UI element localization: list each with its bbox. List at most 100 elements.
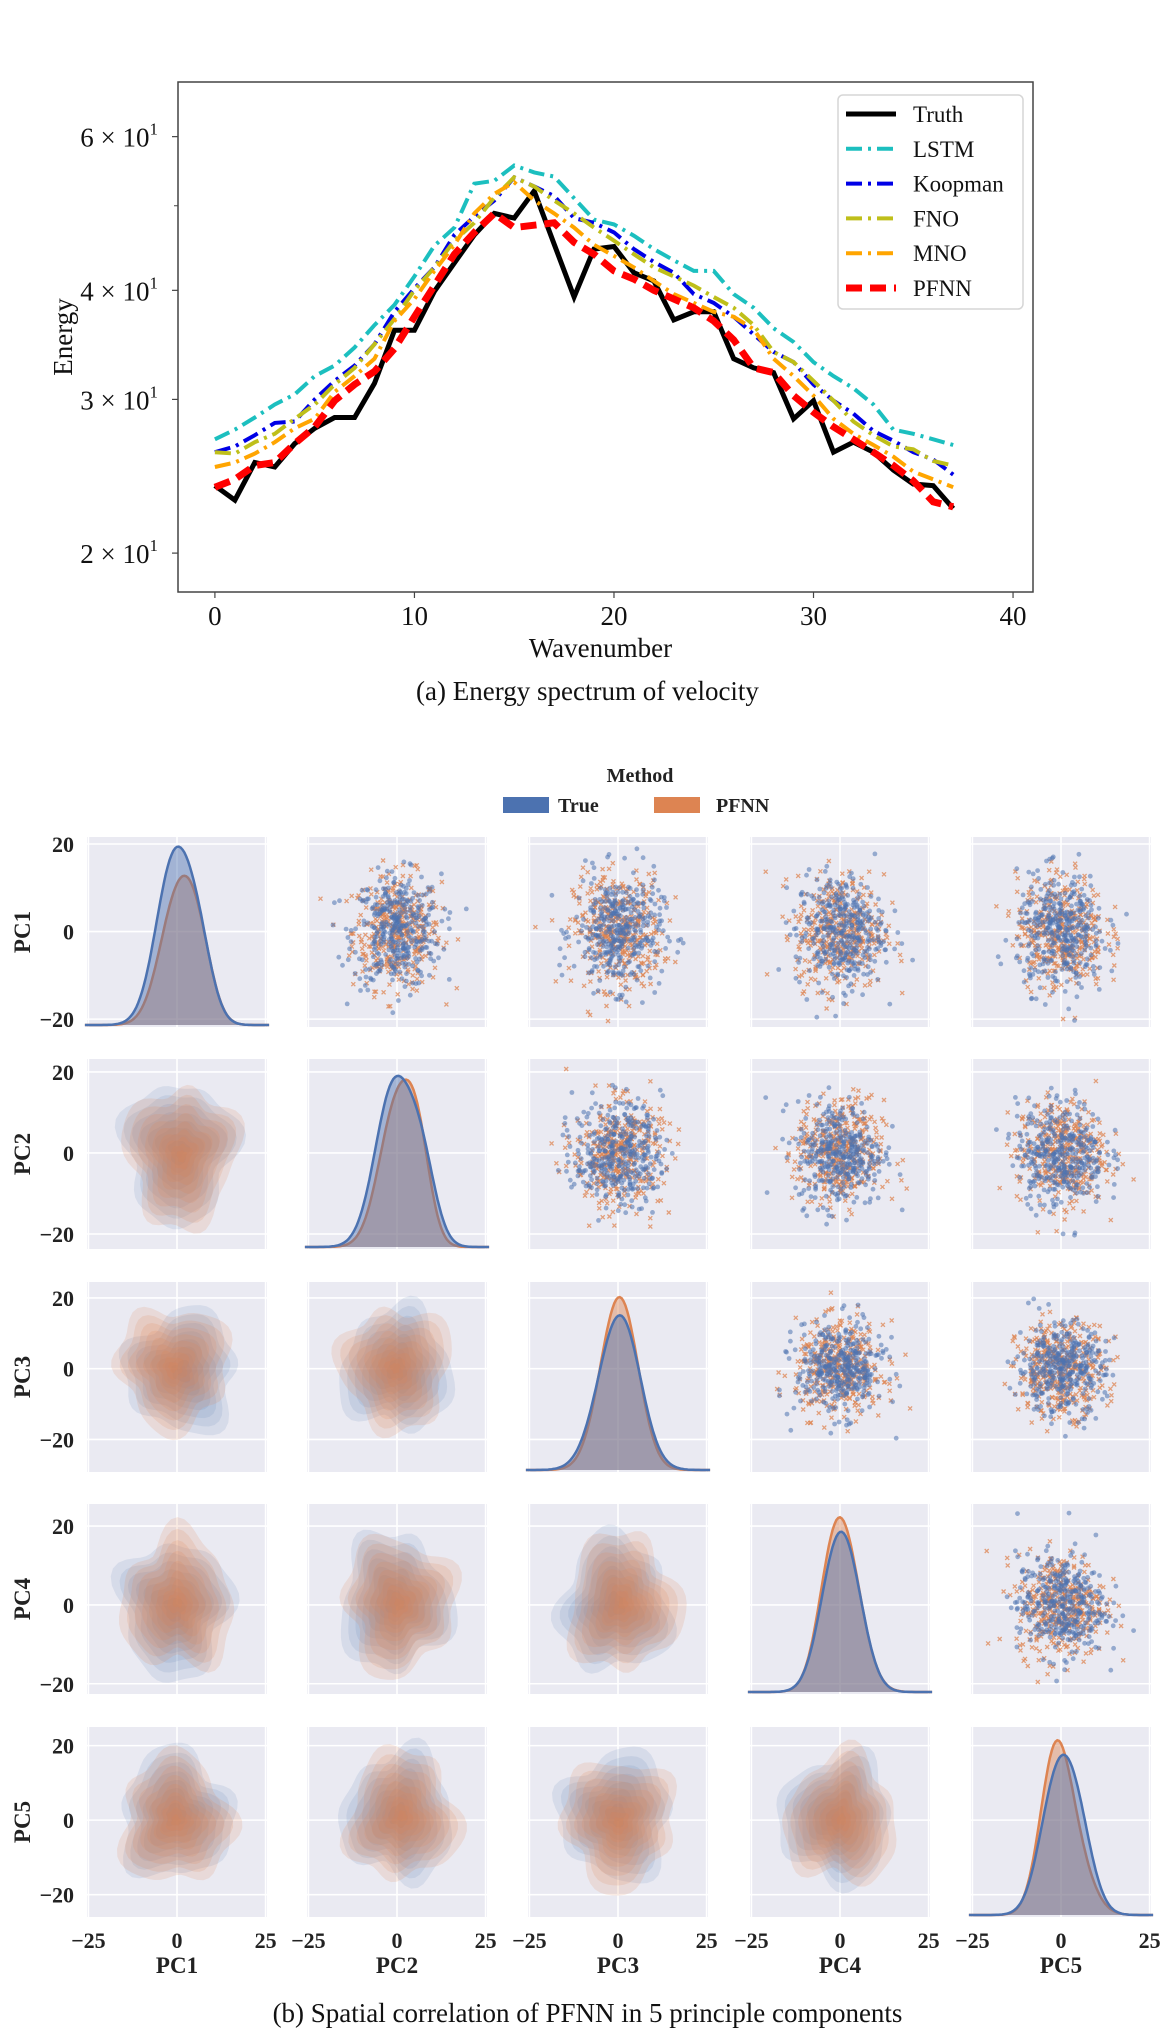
scatter-point-true bbox=[841, 907, 847, 912]
scatter-point-true bbox=[1056, 934, 1061, 939]
scatter-point-true bbox=[1096, 987, 1102, 992]
scatter-point-true bbox=[776, 967, 782, 972]
scatter-point-true bbox=[660, 1093, 666, 1099]
scatter-point-true bbox=[809, 1155, 815, 1160]
scatter-point-true bbox=[373, 887, 379, 893]
scatter-point-true bbox=[1050, 920, 1056, 926]
scatter-point-true bbox=[659, 968, 665, 974]
scatter-point-true bbox=[625, 899, 631, 905]
scatter-point-true bbox=[580, 878, 586, 884]
scatter-point-true bbox=[819, 918, 825, 924]
scatter-point-true bbox=[879, 909, 885, 915]
y-tick-exponent: 1 bbox=[150, 382, 159, 401]
scatter-point-pfnn bbox=[641, 909, 647, 915]
scatter-point-true bbox=[405, 945, 411, 950]
scatter-point-true bbox=[840, 1105, 845, 1111]
scatter-point-true bbox=[574, 1116, 580, 1121]
pairplot-cell-pc2-pc3 bbox=[528, 1059, 708, 1249]
scatter-point-true bbox=[577, 1134, 583, 1140]
scatter-point-true bbox=[630, 897, 636, 902]
scatter-point-true bbox=[412, 944, 418, 950]
scatter-point-true bbox=[610, 901, 616, 906]
scatter-point-true bbox=[1074, 994, 1080, 1000]
scatter-point-true bbox=[397, 969, 403, 975]
scatter-point-true bbox=[589, 881, 594, 886]
scatter-point-true bbox=[634, 846, 640, 852]
scatter-point-true bbox=[403, 914, 409, 919]
y-tick-label: 6 × 101 bbox=[80, 120, 158, 153]
scatter-point-true bbox=[652, 901, 658, 907]
scatter-point-true bbox=[1070, 954, 1075, 960]
scatter-point-true bbox=[575, 1173, 581, 1179]
scatter-point-true bbox=[598, 1123, 604, 1129]
scatter-point-true bbox=[998, 961, 1004, 967]
scatter-point-true bbox=[377, 878, 383, 884]
scatter-point-pfnn bbox=[384, 880, 390, 886]
scatter-point-true bbox=[1059, 949, 1065, 955]
scatter-point-true bbox=[374, 902, 380, 908]
scatter-point-true bbox=[1088, 883, 1094, 889]
scatter-point-true bbox=[841, 933, 847, 939]
scatter-point-true bbox=[400, 937, 406, 943]
scatter-point-true bbox=[649, 884, 655, 890]
scatter-point-true bbox=[432, 929, 437, 935]
scatter-point-pfnn bbox=[387, 982, 392, 988]
scatter-point-true bbox=[391, 880, 396, 885]
scatter-point-true bbox=[851, 973, 857, 978]
scatter-point-true bbox=[627, 916, 633, 922]
scatter-point-true bbox=[567, 1144, 573, 1149]
scatter-point-true bbox=[636, 913, 642, 919]
scatter-point-true bbox=[895, 930, 901, 935]
scatter-point-true bbox=[652, 877, 657, 883]
scatter-point-true bbox=[330, 922, 336, 928]
scatter-point-true bbox=[332, 900, 337, 906]
scatter-point-true bbox=[798, 1160, 803, 1166]
scatter-point-true bbox=[424, 922, 429, 928]
scatter-point-true bbox=[629, 1204, 635, 1210]
scatter-point-true bbox=[1071, 960, 1077, 966]
scatter-point-pfnn bbox=[380, 858, 386, 863]
scatter-point-true bbox=[1058, 896, 1064, 902]
scatter-point-true bbox=[609, 911, 615, 917]
scatter-point-true bbox=[633, 1119, 638, 1125]
scatter-point-true bbox=[1053, 978, 1059, 984]
scatter-point-true bbox=[636, 964, 642, 970]
scatter-point-true bbox=[881, 939, 886, 945]
scatter-point-true bbox=[1077, 960, 1083, 966]
scatter-point-true bbox=[597, 897, 603, 902]
scatter-point-true bbox=[1077, 974, 1082, 979]
scatter-point-true bbox=[374, 908, 379, 914]
scatter-point-true bbox=[1060, 870, 1066, 875]
scatter-point-pfnn bbox=[346, 953, 352, 959]
scatter-point-true bbox=[1024, 911, 1030, 916]
scatter-point-true bbox=[595, 988, 601, 994]
scatter-point-true bbox=[660, 928, 666, 934]
scatter-point-true bbox=[1079, 901, 1085, 907]
scatter-point-true bbox=[400, 902, 405, 908]
scatter-point-true bbox=[810, 936, 815, 942]
scatter-point-true bbox=[643, 1164, 649, 1169]
scatter-point-true bbox=[826, 1213, 832, 1218]
scatter-point-pfnn bbox=[439, 879, 445, 885]
scatter-point-true bbox=[403, 891, 409, 896]
scatter-point-true bbox=[565, 1159, 571, 1165]
scatter-point-true bbox=[408, 926, 413, 931]
scatter-point-true bbox=[562, 955, 567, 961]
scatter-point-true bbox=[872, 958, 878, 964]
scatter-point-true bbox=[577, 1164, 582, 1170]
scatter-point-true bbox=[664, 1137, 670, 1143]
scatter-point-true bbox=[634, 977, 640, 983]
scatter-point-true bbox=[559, 927, 564, 933]
scatter-point-true bbox=[629, 904, 635, 910]
scatter-point-true bbox=[447, 926, 452, 932]
scatter-point-true bbox=[848, 981, 854, 987]
y-tick-label: 2 × 101 bbox=[80, 536, 158, 569]
scatter-point-true bbox=[618, 930, 623, 936]
scatter-point-true bbox=[829, 1162, 834, 1168]
scatter-point-true bbox=[619, 918, 625, 924]
scatter-point-true bbox=[614, 1177, 620, 1182]
scatter-point-true bbox=[876, 1169, 882, 1174]
scatter-point-true bbox=[411, 890, 417, 895]
scatter-point-pfnn bbox=[372, 989, 377, 995]
